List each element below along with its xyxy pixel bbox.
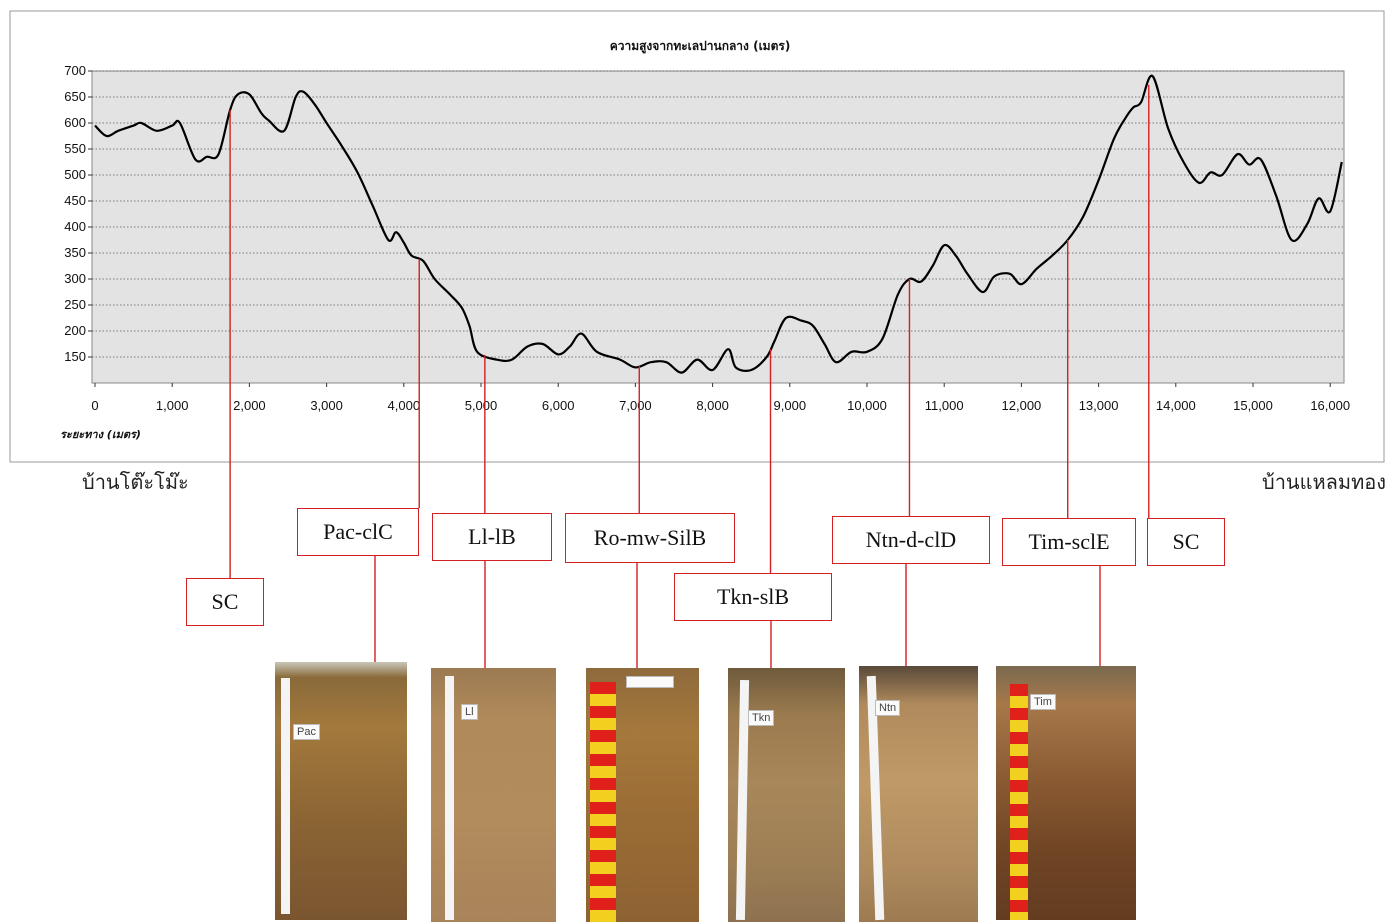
soil-label-pac-clc: Pac-clC [297,508,419,556]
y-axis-ticks: 700 650 600 550 500 450 400 350 300 250 200 150 [64,63,92,364]
x-tick-label: 11,000 [925,398,964,413]
y-tick-label: 550 [64,141,86,156]
y-tick-label: 700 [64,63,86,78]
x-tick-label: 12,000 [1002,398,1042,413]
y-tick-label: 600 [64,115,86,130]
marker-connectors [229,84,1150,668]
red-yellow-scale-bar [1010,684,1028,920]
y-tick-label: 400 [64,219,86,234]
soil-profile-photo-pac: Pac [275,662,407,920]
soil-label-tim-scle: Tim-sclE [1002,518,1136,566]
soil-label-ro-mw-silb: Ro-mw-SilB [565,513,735,563]
profile-tag: Ntn [875,700,901,716]
soil-label-sc-right: SC [1147,518,1225,566]
start-village-label: บ้านโต๊ะโม๊ะ [82,470,189,494]
x-tick-label: 4,000 [388,398,421,413]
profile-tag: Pac [293,724,320,740]
x-tick-label: 8,000 [696,398,729,413]
profile-tag: Tim [1030,694,1056,710]
profile-tag [626,676,674,688]
soil-label-tkn-slb: Tkn-slB [674,573,832,621]
x-tick-label: 13,000 [1079,398,1119,413]
soil-label-ll-lb: Ll-lB [432,513,552,561]
y-tick-label: 200 [64,323,86,338]
x-tick-label: 14,000 [1156,398,1196,413]
x-tick-label: 1,000 [156,398,189,413]
x-tick-label: 16,000 [1310,398,1350,413]
x-tick-label: 10,000 [847,398,887,413]
x-tick-label: 5,000 [465,398,498,413]
profile-tag: Ll [461,704,478,720]
x-tick-label: 7,000 [619,398,652,413]
soil-profile-photo-ro [586,668,699,922]
y-tick-label: 500 [64,167,86,182]
chart-title: ความสูงจากทะเลปานกลาง (เมตร) [610,39,791,54]
soil-label-ntn-d-cld: Ntn-d-clD [832,516,990,564]
y-tick-label: 350 [64,245,86,260]
y-tick-label: 300 [64,271,86,286]
x-axis-label: ระยะทาง (เมตร) [60,428,141,441]
x-tick-label: 6,000 [542,398,575,413]
gridlines [92,70,1344,358]
measuring-tape [445,676,454,920]
red-yellow-scale-bar [590,682,616,922]
soil-profile-photo-ll: Ll [431,668,556,922]
x-axis-ticks: 0 1,000 2,000 3,000 4,000 5,000 6,000 7,000 8,00… [91,383,1350,413]
x-tick-label: 3,000 [310,398,343,413]
soil-profile-photo-ntn: Ntn [859,666,978,922]
y-tick-label: 450 [64,193,86,208]
x-tick-label: 15,000 [1233,398,1273,413]
y-tick-label: 250 [64,297,86,312]
soil-profile-photo-tkn: Tkn [728,668,845,922]
soil-profile-photo-tim: Tim [996,666,1136,920]
y-tick-label: 150 [64,349,86,364]
x-tick-label: 0 [91,398,98,413]
soil-label-sc-left: SC [186,578,264,626]
measuring-tape [281,678,290,914]
y-tick-label: 650 [64,89,86,104]
end-village-label: บ้านแหลมทอง [1262,470,1387,494]
x-tick-label: 2,000 [233,398,266,413]
x-tick-label: 9,000 [774,398,807,413]
elevation-line [94,74,1343,374]
profile-tag: Tkn [748,710,775,726]
